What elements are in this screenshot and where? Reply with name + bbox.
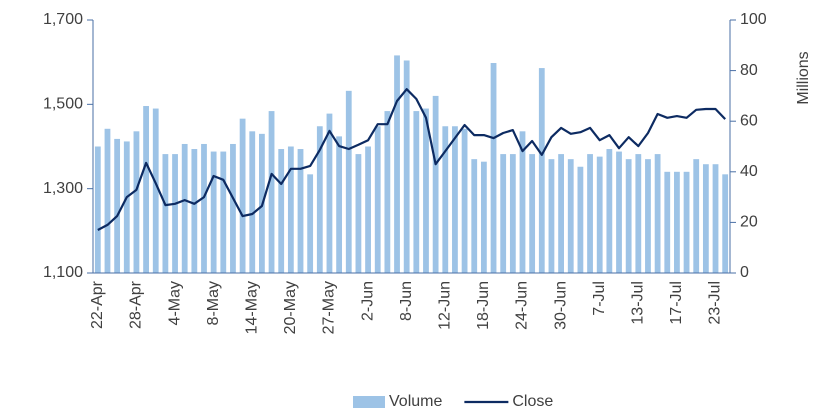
- volume-bar: [616, 151, 622, 273]
- volume-bar: [181, 143, 188, 273]
- x-tick-label: 13-Jul: [630, 281, 647, 325]
- x-tick-label: 27-May: [321, 281, 338, 334]
- volume-bar: [558, 154, 564, 273]
- volume-bar: [326, 113, 333, 273]
- y2-tick-label: 100: [740, 11, 767, 28]
- volume-bar: [278, 149, 285, 273]
- y2-tick-label: 80: [740, 62, 758, 79]
- x-tick-label: 28-Apr: [128, 280, 145, 329]
- y2-axis-label: Millions: [795, 51, 812, 104]
- y2-tick-label: 40: [740, 163, 758, 180]
- volume-bar: [664, 171, 671, 273]
- x-tick-label: 8-May: [205, 281, 222, 325]
- volume-bar: [220, 151, 227, 273]
- volume-bar: [201, 143, 207, 273]
- volume-bar: [133, 131, 140, 273]
- volume-bar: [587, 154, 593, 273]
- volume-bar: [519, 131, 526, 273]
- volume-bar: [316, 126, 323, 273]
- volume-bar: [162, 154, 169, 273]
- volume-bar: [123, 141, 130, 273]
- x-tick-label: 8-Jun: [398, 281, 415, 321]
- volume-bar: [674, 171, 680, 273]
- volume-bar: [355, 154, 362, 273]
- x-tick-label: 20-May: [282, 281, 299, 334]
- volume-bar: [143, 106, 149, 274]
- y-tick-label: 1,500: [43, 96, 83, 113]
- volume-bar: [287, 146, 294, 273]
- volume-bar: [268, 111, 275, 273]
- y2-tick-label: 20: [740, 214, 758, 231]
- volume-bar: [635, 154, 642, 273]
- y-tick-label: 1,300: [43, 180, 83, 197]
- volume-bar: [239, 118, 246, 273]
- legend-label: Close: [512, 393, 553, 410]
- volume-bar: [625, 159, 632, 273]
- volume-bar: [365, 146, 371, 273]
- volume-bar: [500, 154, 507, 273]
- x-tick-label: 17-Jul: [668, 281, 685, 325]
- volume-bar: [403, 60, 410, 274]
- volume-bar: [596, 156, 603, 273]
- volume-bar: [413, 111, 420, 273]
- volume-bar: [480, 161, 487, 273]
- x-tick-label: 18-Jun: [475, 281, 492, 330]
- volume-bar: [693, 159, 700, 273]
- volume-bar: [191, 149, 198, 273]
- volume-bar: [442, 126, 449, 273]
- volume-bar: [538, 68, 545, 273]
- volume-bar: [722, 174, 729, 273]
- legend-label: Volume: [389, 393, 442, 410]
- volume-bar: [423, 108, 429, 273]
- volume-bar: [490, 63, 497, 274]
- volume-bar: [394, 55, 400, 273]
- volume-bar: [577, 166, 584, 273]
- x-tick-label: 7-Jul: [591, 281, 608, 316]
- volume-bar: [509, 154, 516, 273]
- volume-bar: [702, 164, 709, 273]
- volume-bar: [471, 159, 478, 273]
- x-tick-label: 4-May: [166, 281, 183, 325]
- y-tick-label: 1,700: [43, 11, 83, 28]
- volume-bar: [654, 154, 661, 273]
- legend-swatch: [353, 396, 385, 408]
- volume-bar: [210, 151, 217, 273]
- y-tick-label: 1,100: [43, 264, 83, 281]
- volume-bar: [432, 95, 439, 274]
- volume-bar: [345, 90, 352, 273]
- volume-bar: [712, 164, 719, 273]
- x-tick-label: 14-May: [243, 281, 260, 334]
- volume-bar: [548, 159, 555, 273]
- volume-bar: [114, 138, 121, 273]
- x-tick-label: 23-Jul: [707, 281, 724, 325]
- volume-bar: [606, 149, 613, 273]
- volume-bar: [567, 159, 574, 273]
- volume-bar: [172, 154, 178, 273]
- volume-bar: [94, 146, 101, 273]
- close-line: [97, 88, 726, 231]
- volume-bar: [461, 128, 468, 273]
- volume-bar: [104, 128, 111, 273]
- x-tick-label: 24-Jun: [514, 281, 531, 330]
- volume-bar: [297, 149, 304, 273]
- y2-tick-label: 0: [740, 264, 749, 281]
- volume-bar: [452, 126, 458, 273]
- x-tick-label: 30-Jun: [552, 281, 569, 330]
- volume-bar: [529, 154, 536, 273]
- volume-bar: [307, 174, 314, 273]
- x-tick-label: 12-Jun: [436, 281, 453, 330]
- volume-bar: [336, 136, 343, 273]
- volume-bar: [683, 171, 690, 273]
- volume-bar: [249, 131, 256, 273]
- x-tick-label: 22-Apr: [89, 280, 106, 329]
- volume-bar: [374, 126, 381, 273]
- x-tick-label: 2-Jun: [359, 281, 376, 321]
- volume-bar: [152, 108, 159, 273]
- volume-bar: [230, 143, 236, 273]
- volume-bar: [384, 111, 391, 273]
- volume-bar: [645, 159, 651, 273]
- y2-tick-label: 60: [740, 112, 758, 129]
